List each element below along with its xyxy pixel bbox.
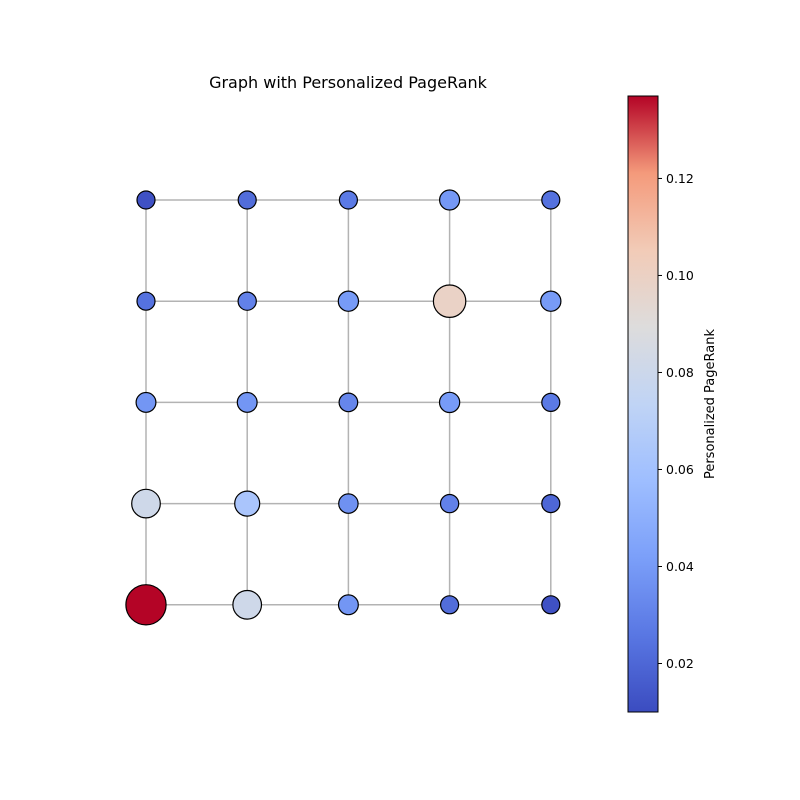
graph-node bbox=[338, 190, 358, 210]
graph-node bbox=[541, 595, 561, 615]
graph-node bbox=[440, 595, 460, 615]
graph-node bbox=[338, 493, 359, 514]
chart-title: Graph with Personalized PageRank bbox=[209, 73, 488, 92]
colorbar-tick-label: 0.02 bbox=[666, 656, 694, 671]
graph-node bbox=[439, 493, 460, 514]
graph-node bbox=[131, 488, 161, 519]
colorbar-ticks: 0.02 0.04 0.06 0.08 0.10 0.12 bbox=[658, 171, 694, 671]
graph-node bbox=[236, 391, 258, 413]
graph-node bbox=[439, 189, 461, 211]
graph-node bbox=[237, 190, 257, 210]
graph-node bbox=[337, 594, 359, 616]
graph-node bbox=[135, 391, 157, 413]
colorbar-tick-label: 0.08 bbox=[666, 365, 694, 380]
graph-node bbox=[136, 190, 156, 210]
graph-node bbox=[438, 391, 461, 414]
graph-node bbox=[337, 290, 360, 312]
graph-node bbox=[541, 392, 561, 412]
graph-node bbox=[136, 291, 156, 311]
graph-nodes bbox=[125, 189, 562, 626]
colorbar-label: Personalized PageRank bbox=[703, 329, 718, 480]
graph-node bbox=[237, 291, 257, 311]
colorbar-tick-label: 0.04 bbox=[666, 559, 694, 574]
graph-node bbox=[232, 589, 263, 620]
graph-node bbox=[541, 190, 561, 210]
colorbar: 0.02 0.04 0.06 0.08 0.10 0.12 Personalized Pa… bbox=[627, 95, 718, 713]
colorbar-tick-label: 0.12 bbox=[666, 171, 694, 186]
graph-node bbox=[540, 290, 562, 312]
graph-edges bbox=[145, 199, 552, 606]
graph-node bbox=[338, 392, 359, 413]
graph-node bbox=[432, 284, 467, 319]
colorbar-gradient bbox=[627, 95, 659, 713]
colorbar-tick-label: 0.06 bbox=[666, 462, 694, 477]
graph-node bbox=[234, 490, 261, 517]
colorbar-tick-label: 0.10 bbox=[666, 268, 694, 283]
graph-node bbox=[125, 584, 167, 626]
graph-node bbox=[541, 494, 561, 514]
